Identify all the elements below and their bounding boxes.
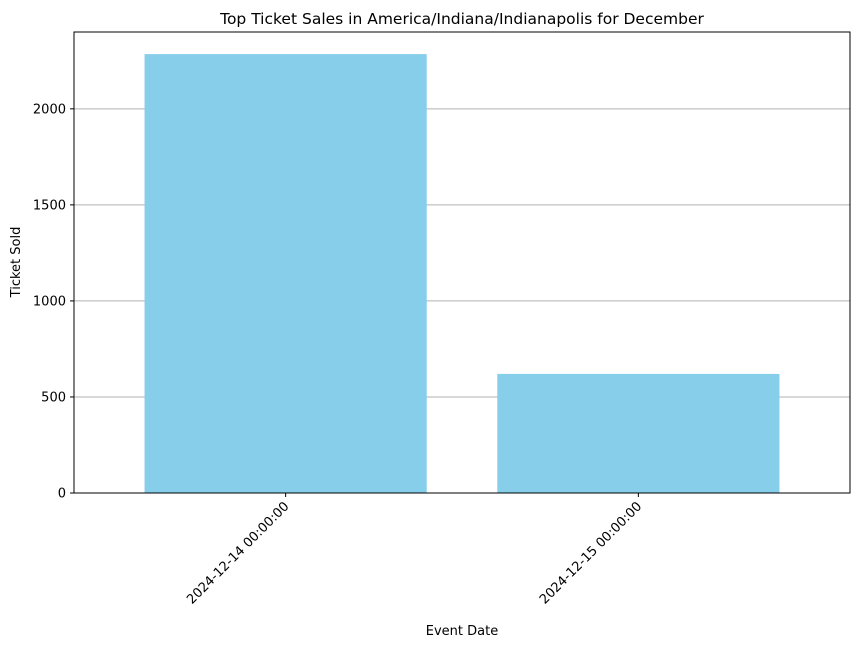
- y-tick-label: 0: [58, 487, 66, 502]
- y-tick-label: 500: [41, 390, 66, 405]
- y-tick-label: 2000: [33, 102, 66, 117]
- y-tick-label: 1000: [33, 294, 66, 309]
- plot-frame: [73, 31, 851, 494]
- y-axis-ticks: 0 500 1000 1500 2000: [33, 102, 74, 502]
- y-axis-label: Ticket Sold: [9, 227, 24, 299]
- y-tick-label: 1500: [33, 198, 66, 213]
- bars: [144, 54, 780, 493]
- bar: [497, 373, 780, 493]
- x-axis-label: Event Date: [426, 624, 498, 639]
- chart-title: Top Ticket Sales in America/Indiana/Indi…: [219, 10, 704, 28]
- bar: [144, 54, 427, 493]
